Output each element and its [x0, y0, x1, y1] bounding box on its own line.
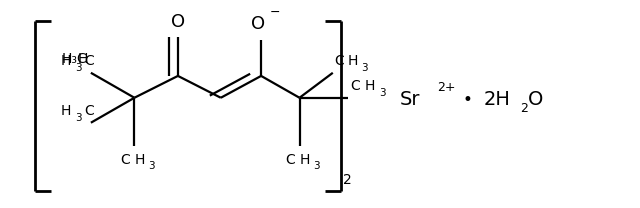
Text: H: H: [60, 104, 70, 118]
Text: C: C: [84, 54, 94, 68]
Text: C: C: [84, 104, 94, 118]
Text: C: C: [334, 54, 344, 68]
Text: O: O: [528, 90, 543, 109]
Text: 3: 3: [362, 63, 368, 73]
Text: 2: 2: [520, 102, 528, 115]
Text: −: −: [270, 6, 280, 19]
Text: 2H: 2H: [483, 90, 510, 109]
Text: 2: 2: [342, 173, 351, 187]
Text: O: O: [251, 15, 265, 33]
Text: H: H: [77, 52, 88, 66]
Text: H: H: [365, 79, 375, 93]
Text: H₃C: H₃C: [62, 52, 88, 66]
Text: •: •: [462, 91, 472, 109]
Text: 3: 3: [148, 161, 155, 171]
Text: 2+: 2+: [437, 81, 456, 94]
Text: H: H: [60, 54, 70, 68]
Text: 3: 3: [314, 161, 320, 171]
Text: C: C: [285, 153, 295, 167]
Text: C: C: [351, 79, 360, 93]
Text: Sr: Sr: [400, 90, 420, 109]
Text: H: H: [300, 153, 310, 167]
Text: C: C: [120, 153, 130, 167]
Text: 3: 3: [75, 63, 81, 73]
Text: 3: 3: [75, 113, 81, 123]
Text: 3: 3: [379, 88, 385, 98]
Text: O: O: [171, 13, 185, 31]
Text: H: H: [348, 54, 358, 68]
Text: H: H: [134, 153, 145, 167]
